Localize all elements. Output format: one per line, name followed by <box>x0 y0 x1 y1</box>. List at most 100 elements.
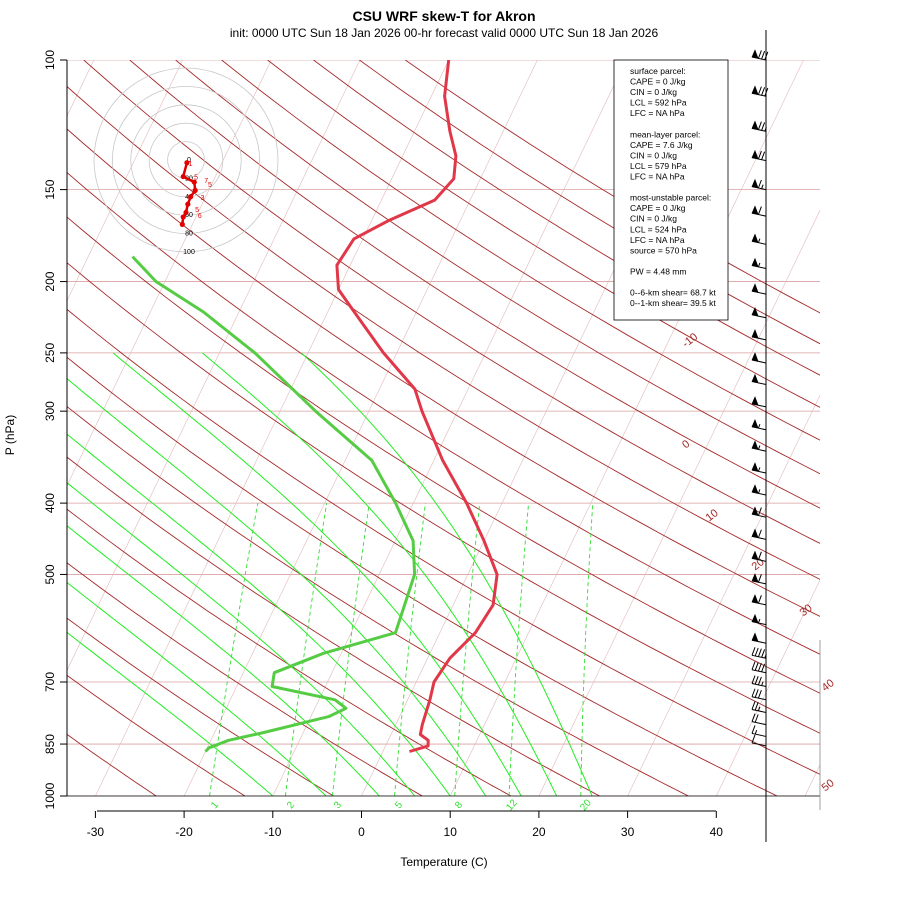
wind-barb-full <box>757 121 762 130</box>
wind-barb-flag <box>751 373 759 383</box>
parcel-info-line: PW = 4.48 mm <box>630 266 686 276</box>
wind-barb <box>751 506 767 518</box>
parcel-info-line: CAPE = 0 J/kg <box>630 203 686 213</box>
wind-barb <box>751 257 767 269</box>
y-tick-label: 500 <box>43 564 57 584</box>
isotherm-gridline <box>894 60 900 796</box>
wind-barb-full <box>761 122 766 131</box>
wind-barb-full <box>757 648 762 657</box>
wind-barb <box>751 352 767 364</box>
wind-barb-flag <box>751 613 759 624</box>
hodograph-point <box>180 173 186 180</box>
parcel-info-line: CAPE = 7.6 J/kg <box>630 140 693 150</box>
wind-barb <box>751 688 767 701</box>
hodograph-point <box>191 179 197 185</box>
hodograph-point <box>192 187 198 193</box>
hodograph-ring <box>148 122 224 198</box>
wind-barb <box>751 396 767 408</box>
wind-barb <box>751 613 767 626</box>
profile-series <box>131 60 499 753</box>
chart-subtitle: init: 0000 UTC Sun 18 Jan 2026 00-hr for… <box>230 26 659 40</box>
wind-barb <box>751 373 767 385</box>
moist-adiabat <box>67 525 380 796</box>
thermo-background <box>67 60 900 796</box>
dry-adiabat <box>313 60 820 376</box>
wind-barb <box>751 418 767 431</box>
hodograph-point-label: 5 <box>195 207 199 214</box>
wind-barb-half <box>757 445 761 450</box>
y-tick-label: 250 <box>43 343 57 363</box>
wind-barb <box>751 734 767 747</box>
hodograph-point-label: 7 <box>204 178 208 185</box>
parcel-info-line: surface parcel: <box>630 66 686 76</box>
parcel-info-line: CIN = 0 J/kg <box>630 150 677 160</box>
wind-barb-full <box>757 689 762 699</box>
hodograph-point-label: 1 <box>189 161 193 168</box>
hodograph-ring <box>112 86 260 234</box>
x-tick-label: 0 <box>358 825 365 839</box>
wind-barb-flag <box>751 352 759 362</box>
y-tick-label: 850 <box>43 734 57 754</box>
dry-adiabat <box>175 60 820 475</box>
wind-barb-full <box>751 701 756 710</box>
mixing-ratio-line <box>508 503 530 796</box>
wind-barb-flag <box>751 257 759 267</box>
dry-adiabat <box>67 617 334 796</box>
wind-barb-full <box>751 688 756 697</box>
wind-barb-half <box>757 706 761 712</box>
wind-barb-full <box>754 676 759 685</box>
wind-barb-shaft <box>751 742 767 747</box>
wind-barb-full <box>761 50 766 60</box>
mixing-ratio-line <box>209 503 259 796</box>
wind-barb-full <box>757 179 762 189</box>
wind-barb <box>751 484 767 496</box>
dry-adiabat <box>67 456 600 796</box>
parcel-info-line: LCL = 524 hPa <box>630 224 687 234</box>
y-tick-label: 300 <box>43 401 57 421</box>
wind-barb-flag <box>751 528 759 538</box>
wind-barb-full <box>751 725 756 734</box>
isotherm-label: 10 <box>704 507 721 524</box>
dry-adiabat <box>67 562 423 796</box>
dry-adiabat <box>67 356 778 796</box>
moist-adiabat <box>112 352 522 796</box>
hodograph-point-label: 5 <box>208 182 212 189</box>
wind-barb-full <box>757 662 762 672</box>
wind-barb-flag <box>751 506 759 516</box>
hodograph-ring <box>167 141 205 179</box>
parcel-info-line: CIN = 0 J/kg <box>630 214 677 224</box>
x-tick-label: 20 <box>532 825 546 839</box>
wind-barb-half <box>764 126 767 132</box>
wind-barb-flag <box>751 462 759 472</box>
wind-barb <box>751 329 767 341</box>
y-tick-label: 400 <box>43 493 57 513</box>
wind-barb-flag <box>751 550 759 560</box>
wind-barb-flag <box>751 205 759 215</box>
wind-barb-flag <box>751 49 759 59</box>
wind-barb-flag <box>751 418 759 429</box>
parcel-info-line: CAPE = 0 J/kg <box>630 77 686 87</box>
hodograph-point <box>185 201 191 207</box>
wind-barb-full <box>761 151 766 160</box>
dry-adiabat <box>67 85 820 580</box>
mixing-ratio-line <box>284 503 328 796</box>
dry-adiabat <box>67 171 820 655</box>
hodograph-ring <box>93 67 279 253</box>
isotherm-gridline <box>538 209 820 796</box>
wind-barb <box>751 550 767 562</box>
wind-barb-full <box>757 676 762 686</box>
mixing-ratio-line <box>454 503 481 796</box>
wind-barb-full <box>757 150 762 160</box>
hodograph-point <box>183 209 189 216</box>
wind-barb-half <box>757 424 761 429</box>
parcel-info-line: CIN = 0 J/kg <box>630 87 677 97</box>
hodograph: 0204060801001575356 <box>93 67 279 256</box>
wind-barb-full <box>764 87 769 97</box>
wind-barb-half <box>757 618 761 624</box>
moist-adiabat <box>201 352 558 796</box>
y-tick-label: 150 <box>43 179 57 199</box>
parcel-info-frame <box>613 59 729 321</box>
parcel-info-line: 0--6-km shear= 68.7 kt <box>630 288 716 298</box>
